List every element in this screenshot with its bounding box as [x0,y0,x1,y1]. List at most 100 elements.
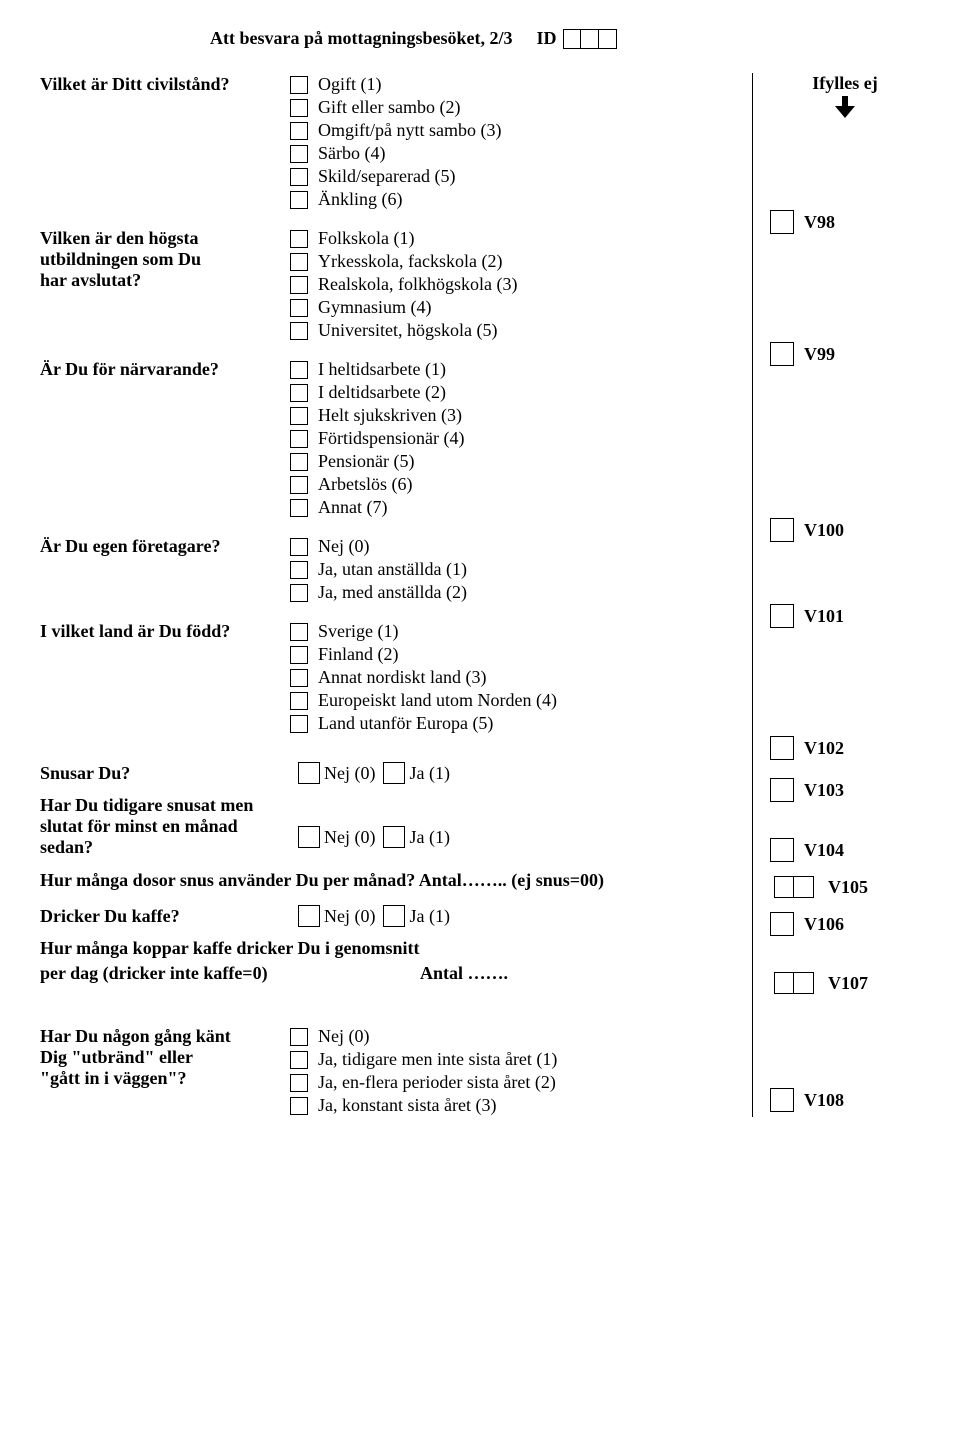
q7-l1: Har Du tidigare snusat men [40,795,752,816]
code-input[interactable] [770,838,794,862]
checkbox[interactable] [290,453,308,471]
q6-no: Nej (0) [324,763,375,784]
q11-opt: Nej (0) [318,1026,369,1047]
code-v99: V99 [794,344,835,365]
checkbox[interactable] [290,646,308,664]
code-input[interactable] [770,342,794,366]
q1-opt: Gift eller sambo (2) [318,97,460,118]
q10-l2: per dag (dricker inte kaffe=0) [40,963,420,984]
q2-label: Vilken är den högsta utbildningen som Du… [40,227,260,342]
ifylles-label: Ifylles ej [770,73,920,94]
q4-opt: Ja, med anställda (2) [318,582,467,603]
checkbox[interactable] [290,230,308,248]
q11-label: Har Du någon gång känt Dig "utbränd" ell… [40,1025,260,1117]
q3-opt: I deltidsarbete (2) [318,382,446,403]
checkbox[interactable] [290,276,308,294]
checkbox[interactable] [290,538,308,556]
checkbox[interactable] [290,1051,308,1069]
q1-opt: Änkling (6) [318,189,403,210]
q3-label: Är Du för närvarande? [40,358,260,519]
code-input[interactable] [770,518,794,542]
checkbox[interactable] [298,905,320,927]
code-input-double[interactable] [774,972,814,994]
checkbox[interactable] [298,826,320,848]
q3-opt: I heltidsarbete (1) [318,359,446,380]
q5-opt: Sverige (1) [318,621,398,642]
checkbox[interactable] [290,499,308,517]
checkbox[interactable] [290,669,308,687]
q5-opt: Annat nordiskt land (3) [318,667,486,688]
checkbox[interactable] [290,122,308,140]
q2-opt: Folkskola (1) [318,228,415,249]
page-title: Att besvara på mottagningsbesöket, 2/3 [210,28,513,49]
q3-opt: Annat (7) [318,497,387,518]
q3-opt: Förtidspensionär (4) [318,428,464,449]
checkbox[interactable] [290,99,308,117]
q11-opt: Ja, en-flera perioder sista året (2) [318,1072,556,1093]
code-v107: V107 [818,973,868,994]
code-input[interactable] [770,912,794,936]
code-v102: V102 [794,738,844,759]
id-input-boxes[interactable] [563,29,617,49]
q8-label: Hur många dosor snus använder Du per mån… [40,870,604,891]
checkbox[interactable] [290,191,308,209]
checkbox[interactable] [290,1097,308,1115]
q6-label: Snusar Du? [40,763,290,784]
code-input[interactable] [770,736,794,760]
q7-l2: slutat för minst en månad sedan? [40,816,290,858]
code-v101: V101 [794,606,844,627]
checkbox[interactable] [290,1028,308,1046]
checkbox[interactable] [290,1074,308,1092]
code-v106: V106 [794,914,844,935]
code-v105: V105 [818,877,868,898]
checkbox[interactable] [290,476,308,494]
q5-opt: Finland (2) [318,644,399,665]
code-input[interactable] [770,1088,794,1112]
checkbox[interactable] [290,623,308,641]
checkbox[interactable] [290,430,308,448]
q3-opt: Pensionär (5) [318,451,414,472]
checkbox[interactable] [290,361,308,379]
q11-opt: Ja, tidigare men inte sista året (1) [318,1049,557,1070]
checkbox[interactable] [290,561,308,579]
code-v98: V98 [794,212,835,233]
checkbox[interactable] [290,584,308,602]
q9-yes: Ja (1) [409,906,449,927]
code-input[interactable] [770,778,794,802]
q2-opt: Gymnasium (4) [318,297,431,318]
checkbox[interactable] [290,168,308,186]
code-v104: V104 [794,840,844,861]
checkbox[interactable] [290,692,308,710]
code-input[interactable] [770,210,794,234]
q2-opt: Yrkesskola, fackskola (2) [318,251,502,272]
checkbox[interactable] [290,76,308,94]
checkbox[interactable] [290,145,308,163]
checkbox[interactable] [290,384,308,402]
q9-no: Nej (0) [324,906,375,927]
q4-opt: Ja, utan anställda (1) [318,559,467,580]
q4-opt: Nej (0) [318,536,369,557]
q5-opt: Europeiskt land utom Norden (4) [318,690,557,711]
checkbox[interactable] [383,905,405,927]
checkbox[interactable] [290,299,308,317]
q1-opt: Omgift/på nytt sambo (3) [318,120,501,141]
checkbox[interactable] [298,762,320,784]
checkbox[interactable] [383,826,405,848]
code-input-double[interactable] [774,876,814,898]
checkbox[interactable] [290,322,308,340]
checkbox[interactable] [383,762,405,784]
code-input[interactable] [770,604,794,628]
checkbox[interactable] [290,715,308,733]
code-v108: V108 [794,1090,844,1111]
q5-label: I vilket land är Du född? [40,620,260,735]
checkbox[interactable] [290,407,308,425]
page-header: Att besvara på mottagningsbesöket, 2/3 I… [40,28,920,49]
q2-opt: Realskola, folkhögskola (3) [318,274,517,295]
arrow-down-icon [835,96,855,118]
q5-opt: Land utanför Europa (5) [318,713,493,734]
code-v103: V103 [794,780,844,801]
q3-opt: Helt sjukskriven (3) [318,405,462,426]
q3-opt: Arbetslös (6) [318,474,412,495]
id-label: ID [537,28,557,49]
checkbox[interactable] [290,253,308,271]
